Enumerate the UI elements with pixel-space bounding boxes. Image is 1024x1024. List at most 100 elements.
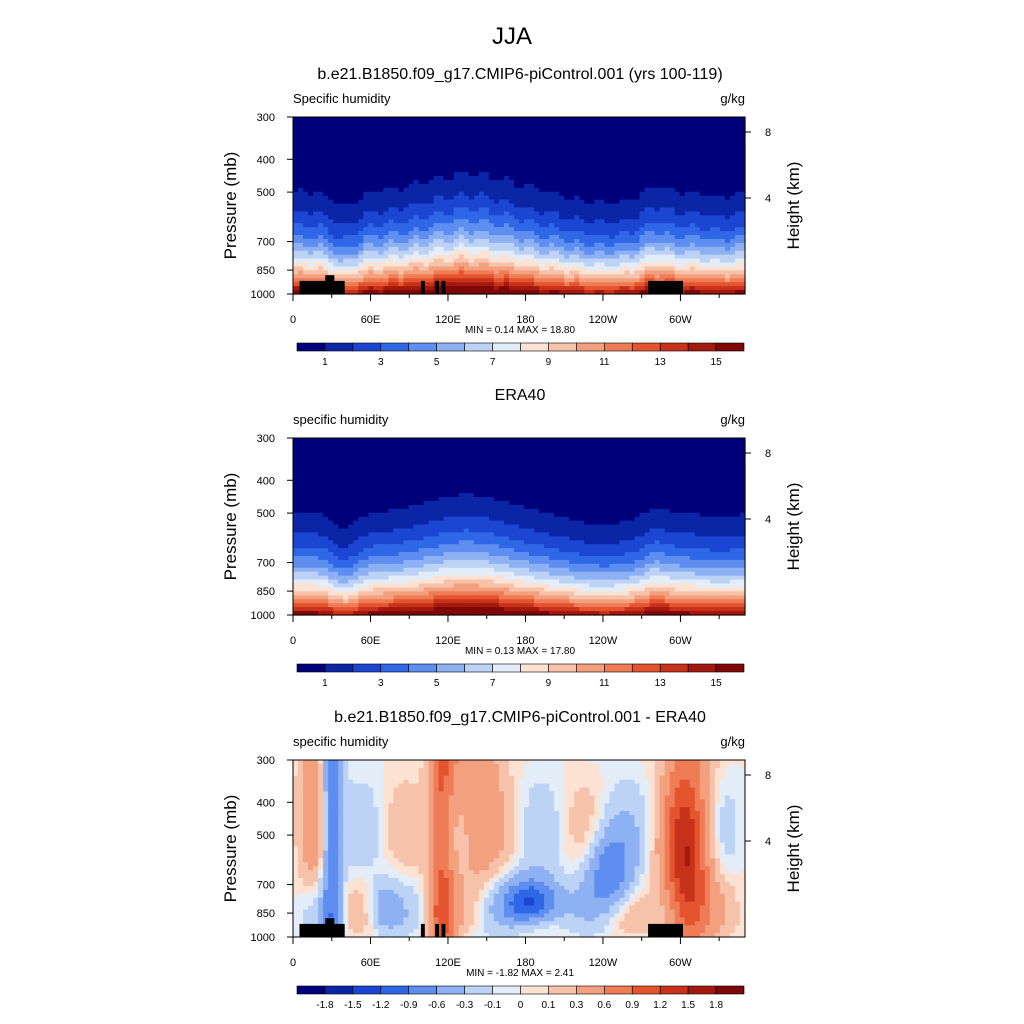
field-cell [644,168,651,173]
field-cell [473,183,480,189]
field-cell [508,469,515,474]
field-cell [709,282,716,287]
field-cell [549,231,555,236]
field-cell [584,120,590,126]
field-cell [739,238,746,244]
field-cell [734,465,741,471]
field-cell [373,290,379,295]
field-cell [438,262,445,268]
field-cell [393,120,400,126]
field-cell [544,128,550,134]
field-cell [338,124,344,130]
field-cell [564,152,570,157]
field-cell [579,132,585,138]
field-cell [333,152,339,157]
field-cell [428,223,435,228]
field-cell [549,262,555,268]
field-cell [298,438,304,443]
field-cell [574,270,580,275]
field-cell [719,120,726,126]
field-cell [388,242,395,248]
field-cell [303,445,309,451]
field-cell [393,235,400,240]
field-cell [398,290,405,295]
field-cell [664,465,671,471]
field-cell [403,183,410,189]
field-cell [488,156,495,161]
field-cell [503,262,510,268]
field-cell [524,465,530,471]
field-cell [488,231,495,236]
field-cell [654,152,661,157]
field-cell [544,179,550,185]
field-cell [594,160,600,165]
field-cell [719,124,726,130]
field-cell [358,195,364,201]
field-cell [418,195,425,201]
field-cell [639,219,646,224]
field-cell [298,227,304,232]
field-cell [368,274,374,279]
field-cell [579,168,585,173]
field-cell [614,124,621,130]
field-cell [503,246,510,252]
field-cell [353,199,359,205]
field-cell [358,203,364,209]
field-cell [488,120,495,126]
field-cell [483,172,490,177]
field-cell [413,449,420,455]
field-cell [323,250,329,256]
field-cell [659,172,666,177]
field-cell [609,191,616,197]
field-cell [569,124,575,130]
field-cell [634,238,641,244]
field-cell [634,274,641,279]
field-cell [293,120,299,126]
field-cell [649,124,656,130]
field-cell [714,183,721,189]
field-cell [348,128,354,134]
field-cell [468,199,475,205]
field-cell [383,270,390,275]
field-cell [388,195,395,201]
field-cell [719,286,726,291]
pressure-tick-label: 300 [257,112,275,124]
field-cell [438,461,445,467]
field-cell [709,453,716,459]
field-cell [549,199,555,205]
field-cell [699,457,706,463]
field-cell [624,117,631,122]
field-cell [649,219,656,224]
field-cell [609,238,616,244]
field-cell [443,211,450,216]
field-cell [498,286,505,291]
field-cell [539,148,545,153]
field-cell [719,282,726,287]
field-cell [423,164,430,169]
field-cell [378,246,384,252]
field-cell [534,441,540,447]
field-cell [333,457,339,463]
field-cell [639,449,646,455]
field-cell [614,203,621,209]
field-cell [629,227,636,232]
field-cell [574,144,580,150]
field-cell [298,231,304,236]
field-cell [368,449,374,455]
field-cell [323,124,329,130]
field-cell [694,266,701,271]
field-cell [639,183,646,189]
field-cell [293,282,299,287]
field-cell [519,438,525,443]
field-cell [363,246,369,252]
field-cell [408,286,415,291]
field-cell [463,215,470,220]
field-cell [313,132,319,138]
field-cell [529,246,535,252]
field-cell [669,132,676,138]
field-cell [619,172,626,177]
field-cell [373,207,379,212]
field-cell [619,140,626,146]
field-cell [519,172,525,177]
field-cell [498,465,505,471]
